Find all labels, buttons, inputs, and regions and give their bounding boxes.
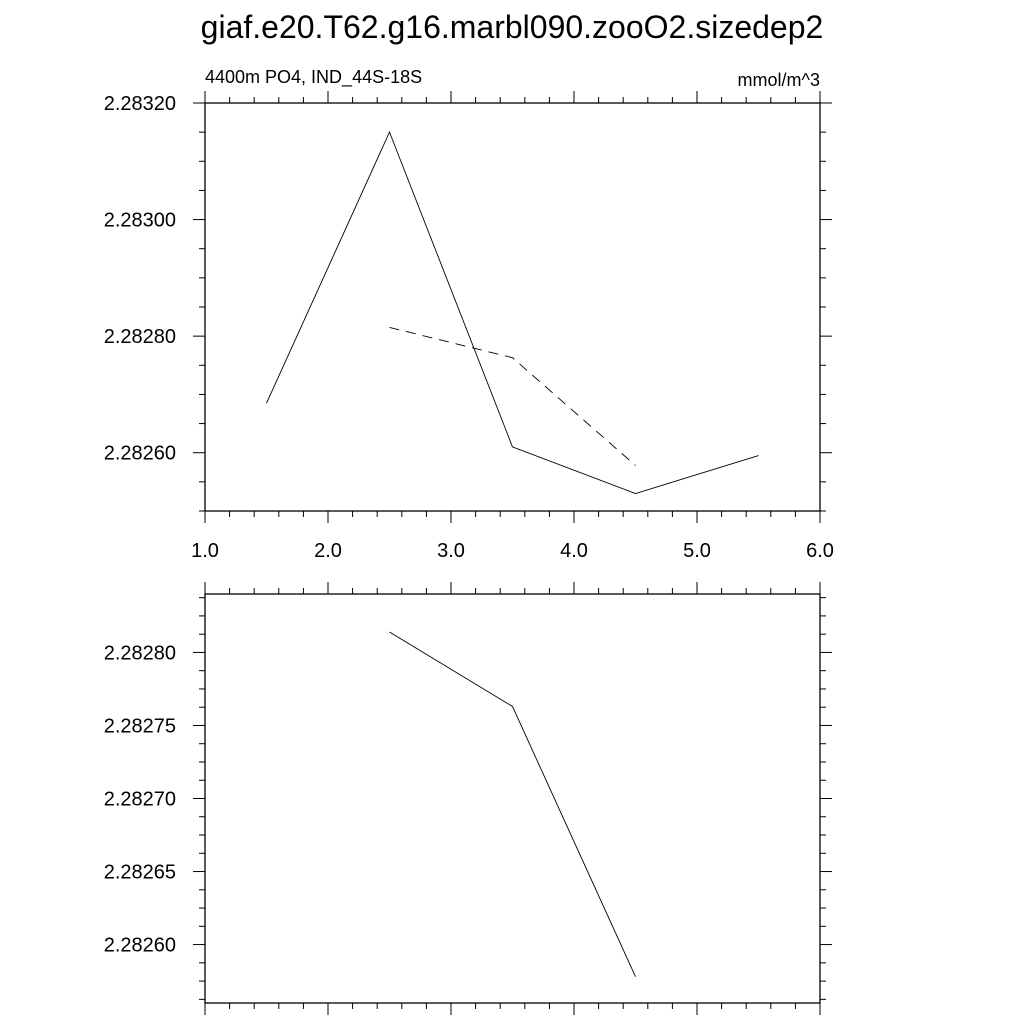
panel1-y-tick-label: 2.28280 (104, 326, 176, 348)
panel2-frame (204, 593, 821, 1004)
panel1-x-tick-label: 6.0 (806, 540, 834, 562)
panel1-series-1-line (266, 130, 759, 494)
panel1-left-label: 4400m PO4, IND_44S-18S (205, 67, 422, 88)
panel1-x-tick-label: 5.0 (683, 540, 711, 562)
panel2-y-tick-label: 2.28270 (104, 789, 176, 811)
panel1-y-tick-label: 2.28320 (104, 93, 176, 115)
figure-title: giaf.e20.T62.g16.marbl090.zooO2.sizedep2 (201, 9, 824, 45)
panel2-y-tick-label: 2.28260 (104, 935, 176, 957)
panel1-units-label: mmol/m^3 (738, 70, 820, 90)
panel2-y-tick-label: 2.28265 (104, 862, 176, 884)
panel2-y-tick-label: 2.28275 (104, 715, 176, 737)
panel1-x-tick-label: 3.0 (437, 540, 465, 562)
panel1-x-tick-label: 1.0 (191, 540, 219, 562)
panel1-y-tick-label: 2.28300 (104, 210, 176, 232)
panel1-plot: 1.0 2.0 3.0 4.0 5.0 6.0 2.28260 2.28280 2.28300 2… (104, 91, 834, 562)
panel1-x-tick-label: 2.0 (314, 540, 342, 562)
panel2-plot: 2.28260 2.28265 2.28270 2.28275 2.28280 (104, 582, 832, 1015)
panel2-series-1-line (389, 631, 636, 977)
panel1-frame (204, 102, 821, 512)
panel1-y-tick-label: 2.28260 (104, 443, 176, 465)
panel1-x-tick-label: 4.0 (560, 540, 588, 562)
panel2-y-tick-label: 2.28280 (104, 642, 176, 664)
panel1-series-2-line (389, 326, 636, 466)
